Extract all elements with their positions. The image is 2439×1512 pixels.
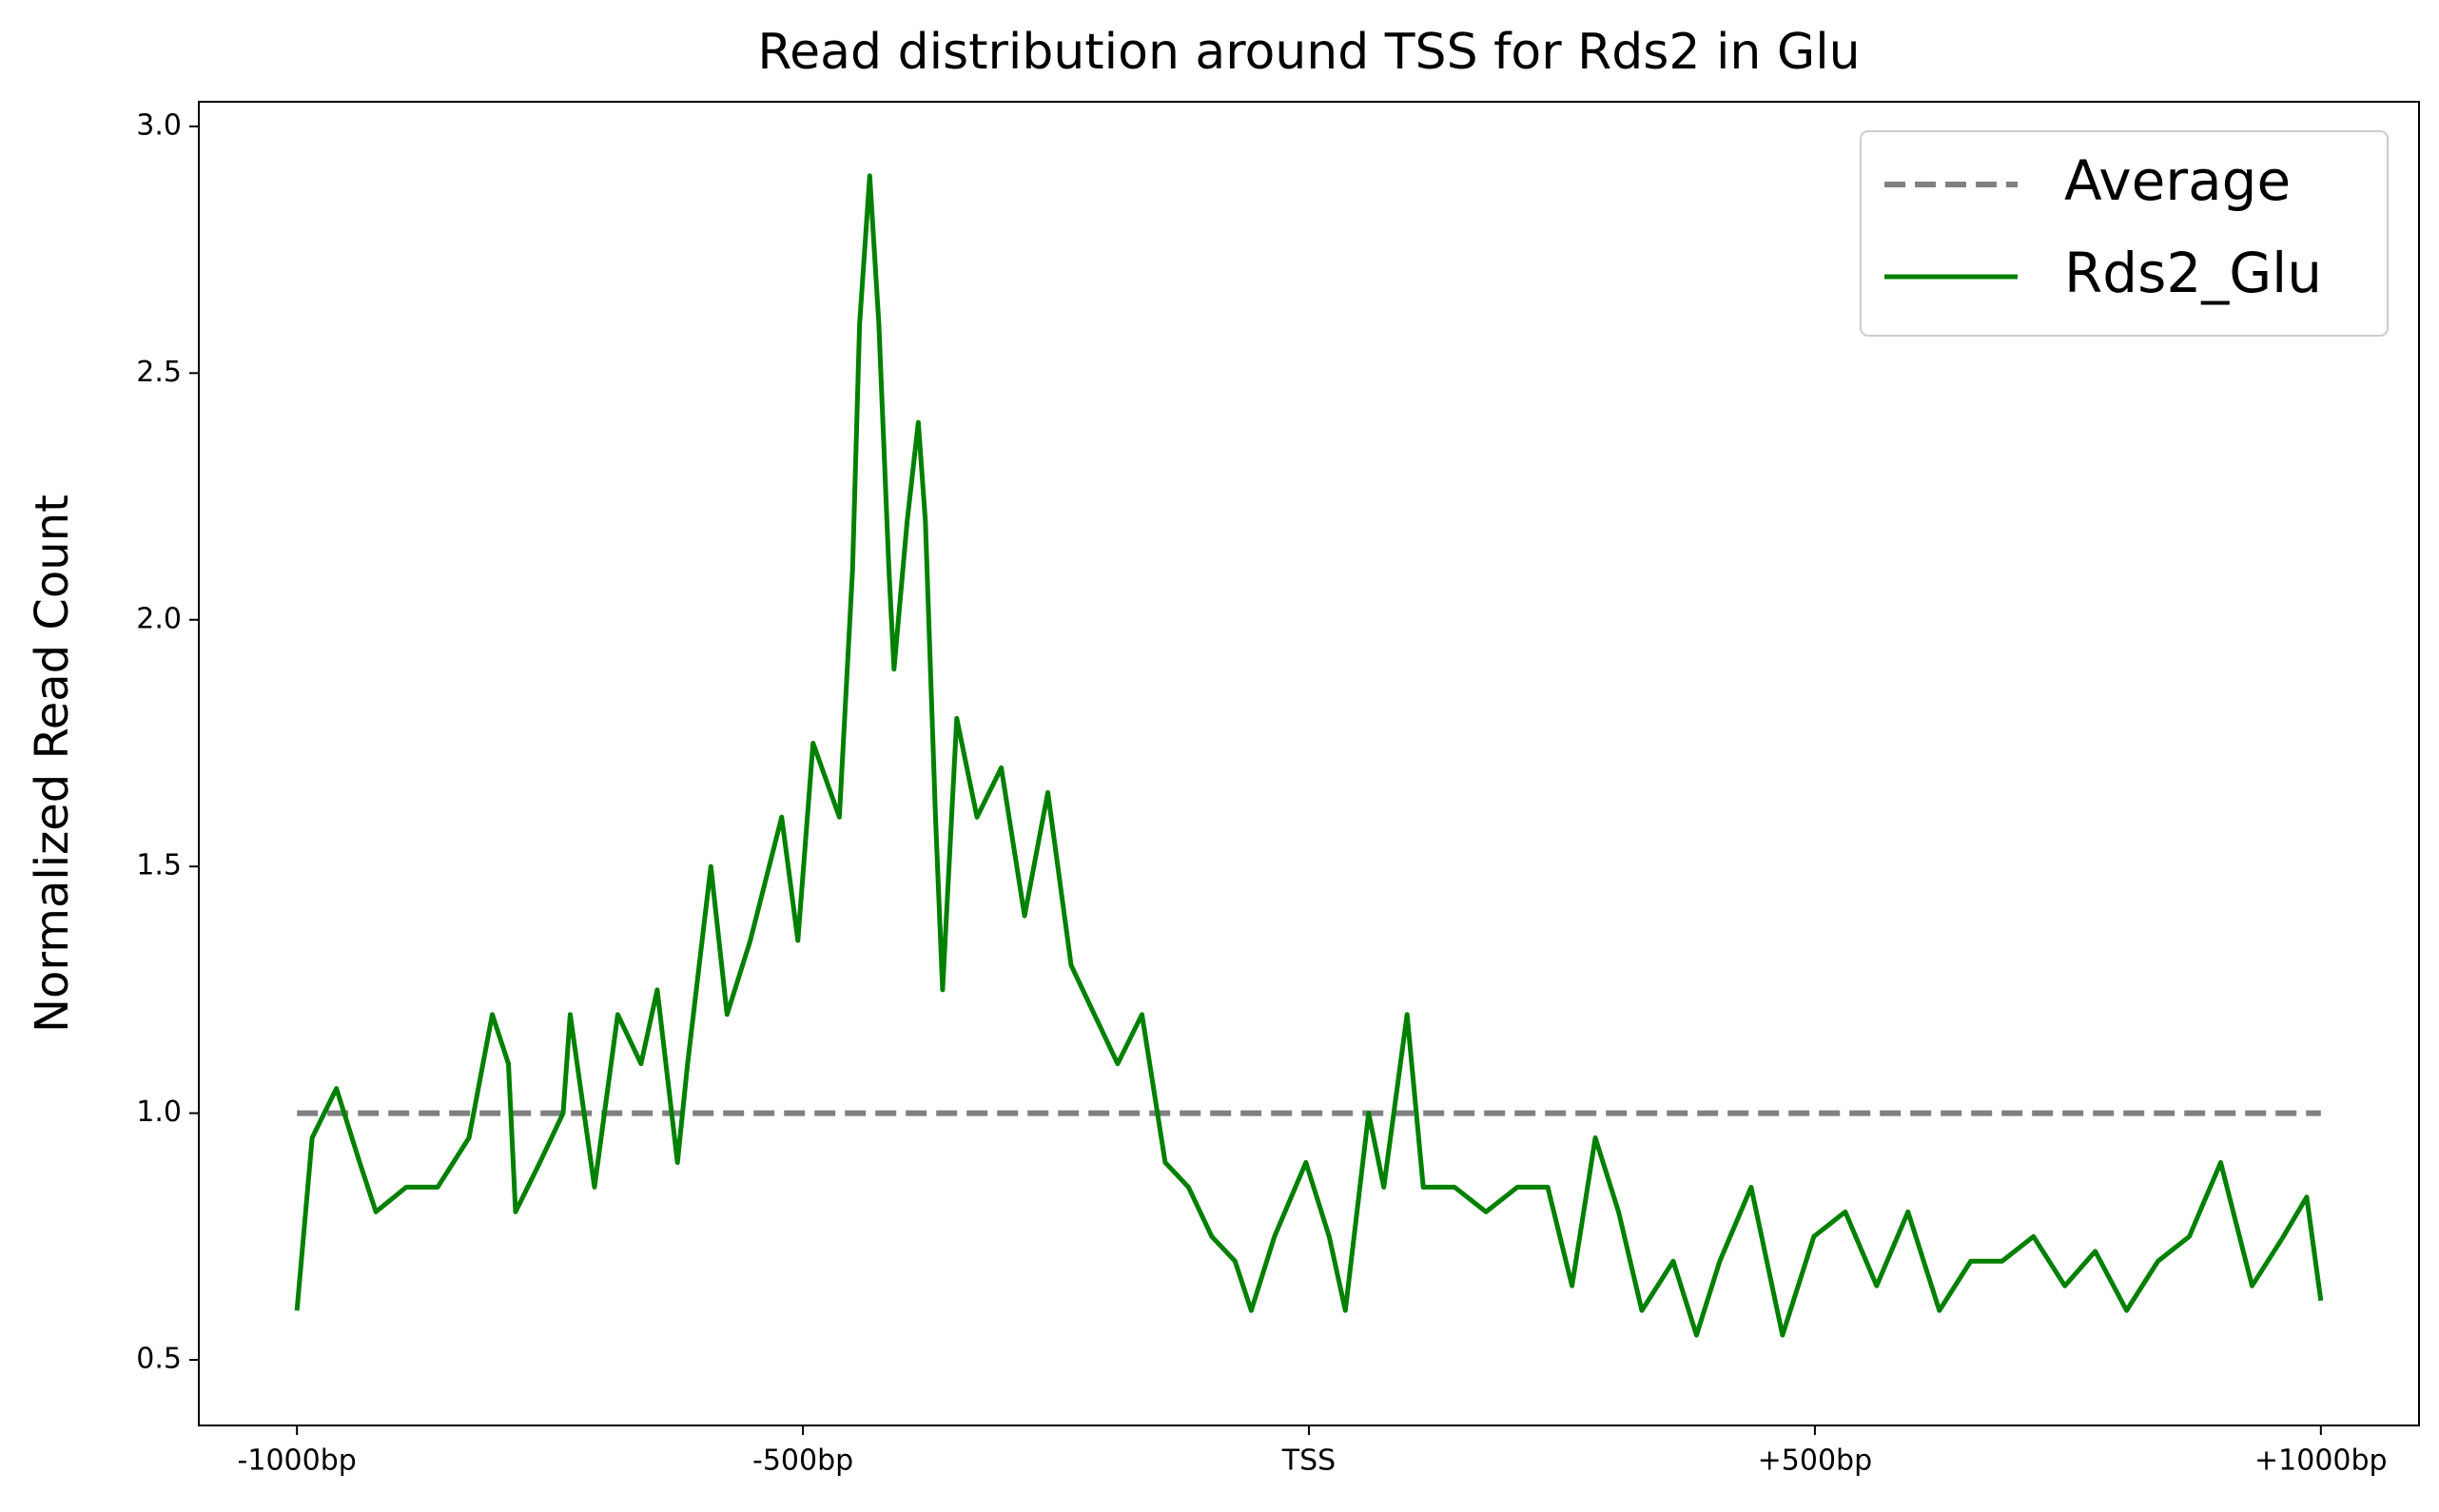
x-tick-label: +1000bp [2254,1444,2388,1478]
y-tick-label: 1.5 [136,849,182,882]
x-tick-label: TSS [1281,1444,1336,1478]
y-tick-label: 1.0 [136,1095,182,1129]
chart-title: Read distribution around TSS for Rds2 in… [757,24,1860,81]
plot-frame [198,101,2420,1426]
data-line [294,173,2324,1338]
x-tick-label: -500bp [752,1444,853,1478]
y-axis-label: Normalized Read Count [26,494,79,1033]
y-tick-label: 2.0 [136,602,182,635]
y-tick-label: 0.5 [136,1342,182,1375]
legend-label: Average [2064,148,2291,213]
x-tick-label: -1000bp [238,1444,357,1478]
x-tick-label: +500bp [1758,1444,1872,1478]
legend-label: Rds2_Glu [2064,241,2322,305]
y-tick-label: 2.5 [136,356,182,389]
y-tick-label: 3.0 [136,108,182,142]
